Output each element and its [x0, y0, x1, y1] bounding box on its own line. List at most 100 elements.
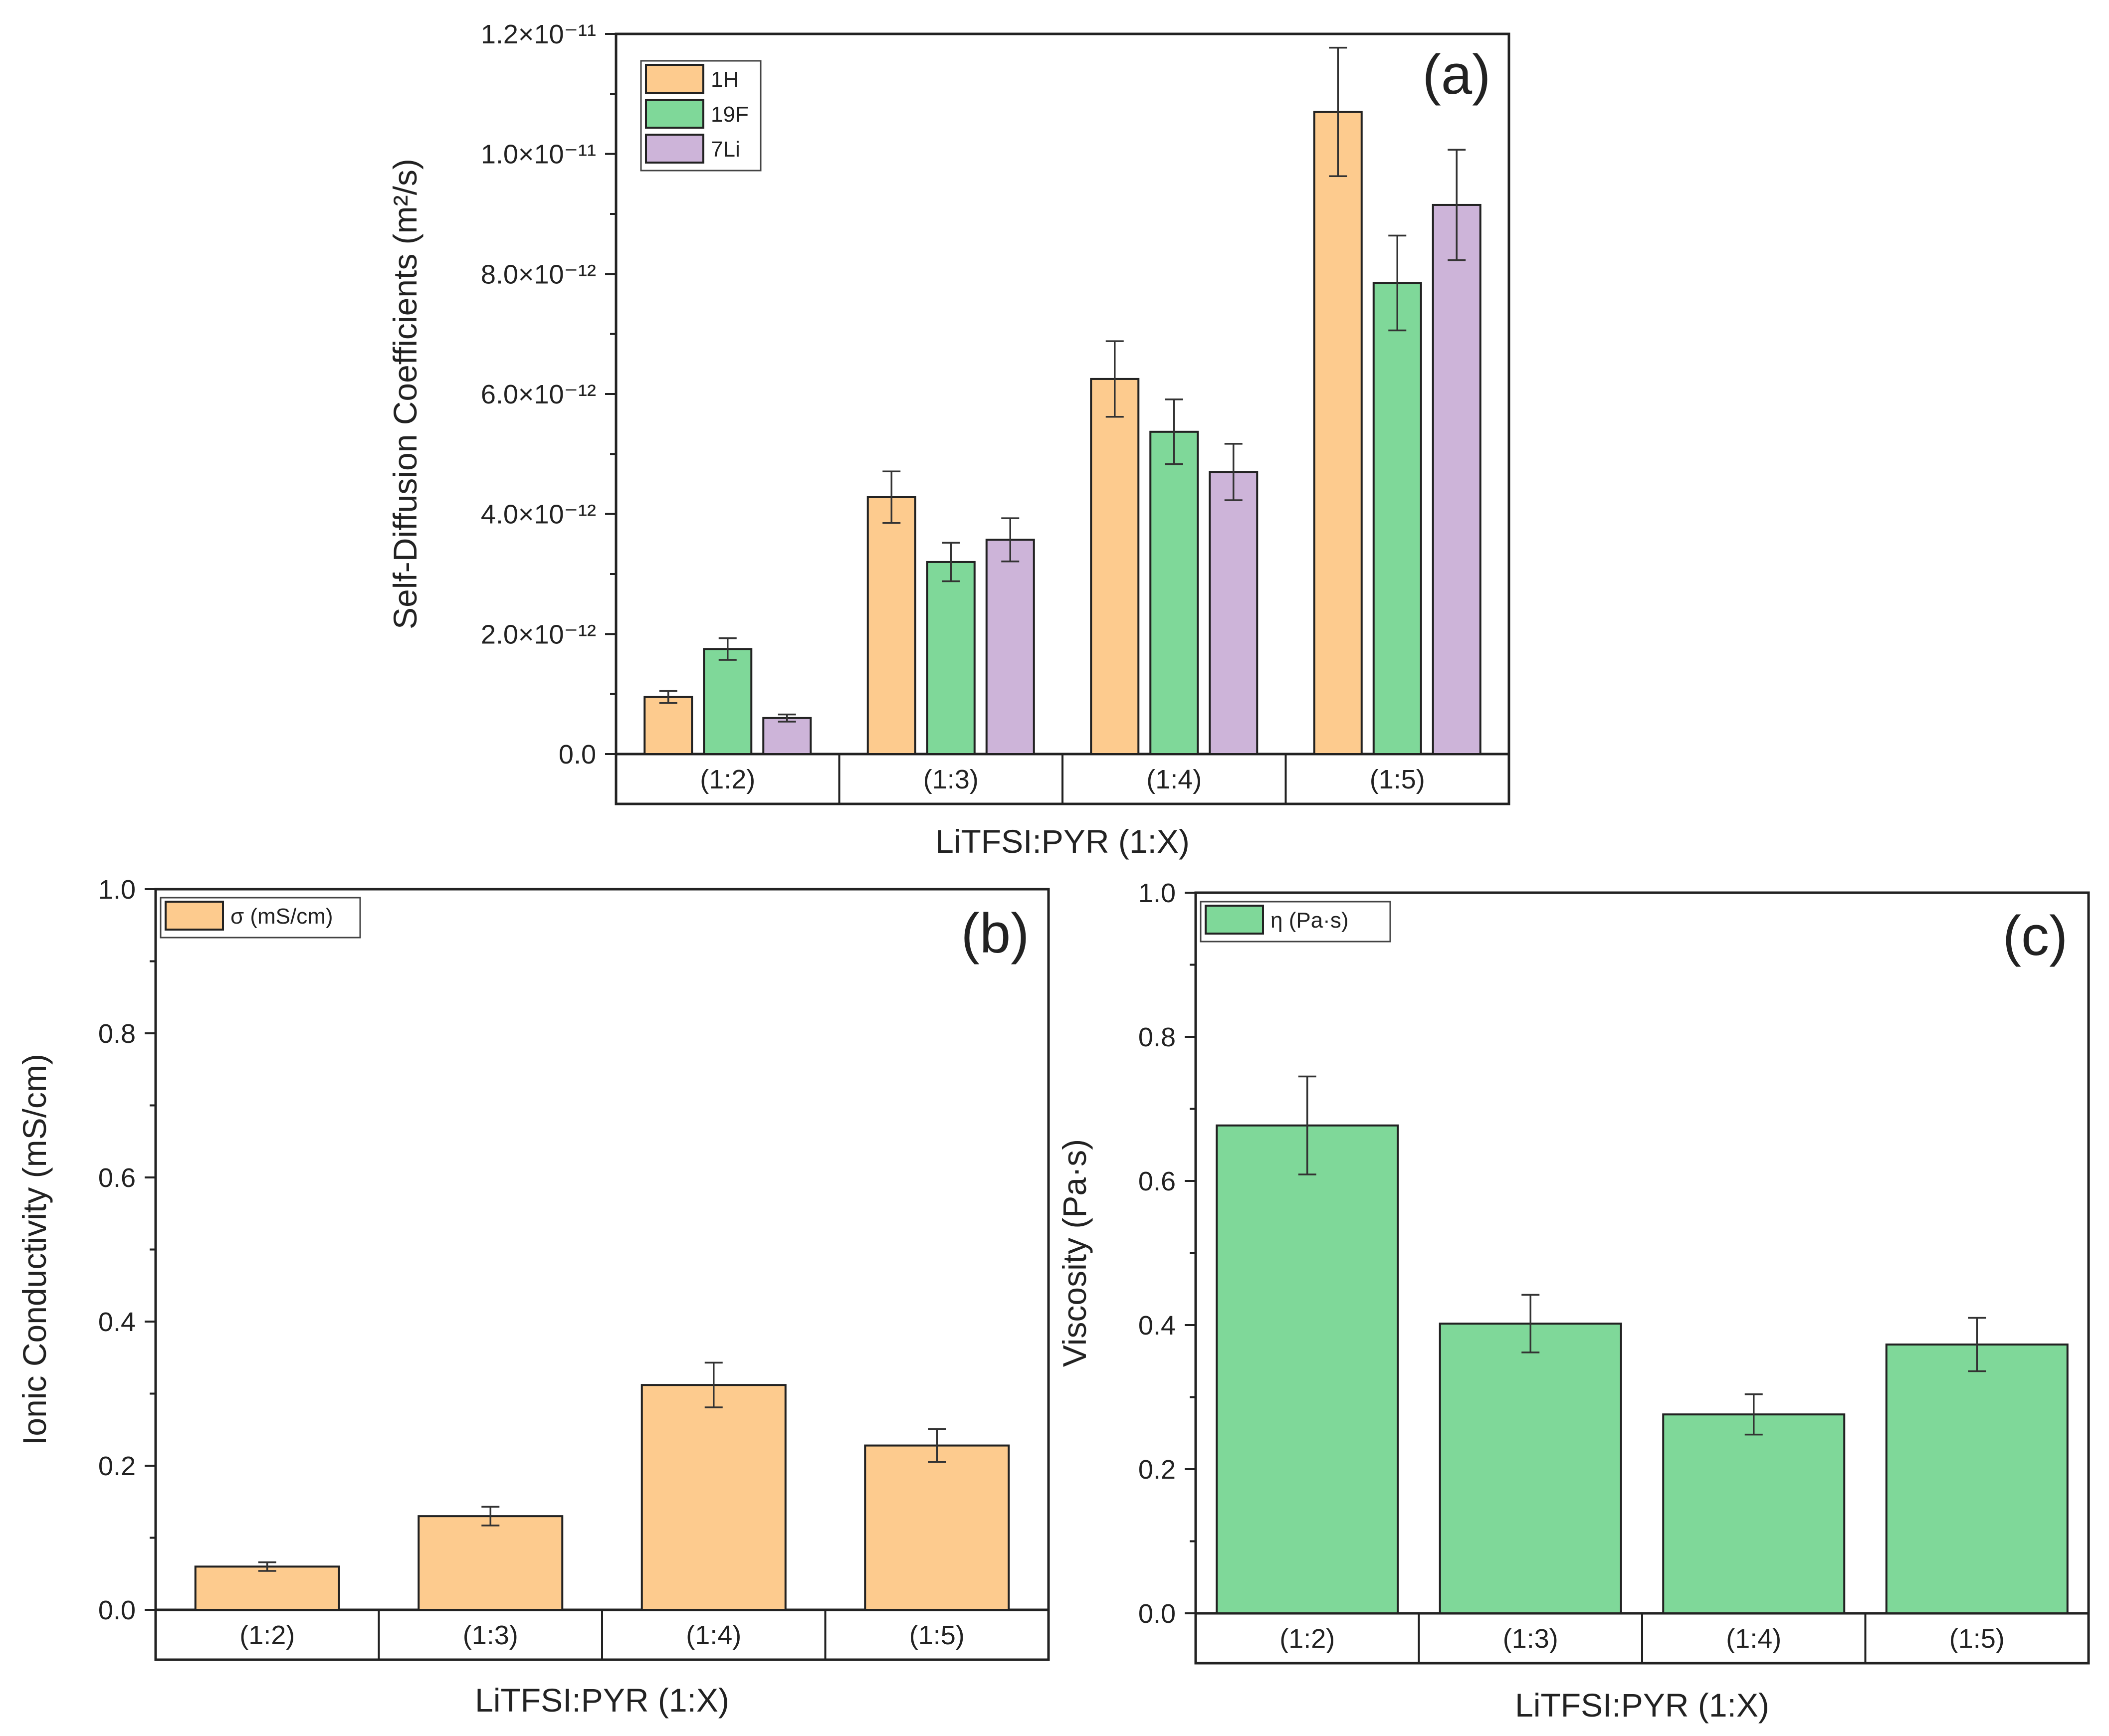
category-band: (1:2) (1:3) (1:4) (1:5)	[615, 753, 1510, 805]
bar	[1313, 111, 1363, 755]
legend-swatch	[1205, 905, 1264, 935]
y-tick-label: 0.4	[98, 1307, 136, 1337]
x-category-label: (1:2)	[700, 765, 755, 794]
x-category-label: (1:5)	[909, 1620, 965, 1650]
y-tick-label: 6.0×10⁻¹²	[481, 380, 596, 409]
error-bar	[1329, 46, 1347, 177]
y-tick-label: 1.0×10⁻¹¹	[481, 140, 596, 170]
x-category-label: (1:2)	[239, 1620, 295, 1650]
series--ms-cm-	[194, 1361, 1010, 1611]
x-axis-title: LiTFSI:PYR (1:X)	[475, 1682, 729, 1719]
error-bar	[1968, 1317, 1986, 1372]
legend-swatch	[165, 901, 224, 931]
bar	[1372, 282, 1422, 755]
error-bar	[659, 690, 677, 704]
bar	[640, 1384, 787, 1611]
legend-item: 7Li	[645, 134, 740, 164]
legend-swatch	[645, 64, 704, 94]
y-tick-label: 0.2	[1138, 1455, 1176, 1485]
bar	[1149, 430, 1199, 755]
legend: η (Pa·s)	[1200, 901, 1391, 943]
error-bar	[1224, 443, 1243, 501]
x-category-label: (1:5)	[1370, 765, 1425, 794]
bar	[926, 561, 976, 756]
bar	[418, 1515, 564, 1611]
y-axis-title: Self-Diffusion Coefficients (m²/s)	[387, 159, 423, 629]
category-band: (1:2) (1:3) (1:4) (1:5)	[154, 1608, 1050, 1661]
error-bar	[1165, 398, 1183, 465]
y-tick-label: 0.2	[98, 1451, 136, 1481]
y-tick-label: 1.0	[98, 875, 136, 905]
series--pa-s-	[1216, 1075, 2069, 1615]
y-tick-label: 2.0×10⁻¹²	[481, 619, 596, 649]
y-tick-label: 0.8	[1138, 1022, 1176, 1052]
error-bar	[778, 713, 796, 723]
y-tick-label: 8.0×10⁻¹²	[481, 259, 596, 289]
bar	[1216, 1124, 1399, 1615]
series-1h	[643, 46, 1363, 756]
panel-a: (1:2) (1:3) (1:4) (1:5) 0.0 2.0×10⁻¹² 4.0×10⁻¹…	[387, 19, 1510, 860]
panel-label: (a)	[1423, 43, 1491, 106]
legend: 1H 19F 7Li	[640, 60, 762, 172]
bar	[1885, 1344, 2069, 1614]
bar	[762, 717, 812, 756]
x-category-label: (1:5)	[1949, 1624, 2005, 1654]
x-category-label: (1:3)	[923, 765, 979, 794]
x-axis-title: LiTFSI:PYR (1:X)	[1515, 1687, 1769, 1724]
error-bar	[1298, 1075, 1316, 1175]
y-tick-label: 1.2×10⁻¹¹	[481, 19, 596, 49]
legend-label: 7Li	[711, 137, 740, 162]
legend-item: σ (mS/cm)	[165, 901, 333, 931]
error-bar	[1388, 234, 1407, 332]
series-7li	[762, 149, 1481, 756]
x-category-label: (1:3)	[1503, 1624, 1558, 1654]
y-axis: 0.0 0.2 0.4 0.6 0.8 1.0	[98, 875, 156, 1625]
error-bar	[1001, 517, 1020, 563]
panel-b: (1:2) (1:3) (1:4) (1:5) 0.0 0.2 0.4 0.6 0.8 1.0 Io…	[16, 875, 1050, 1719]
y-axis: 0.0 0.2 0.4 0.6 0.8 1.0	[1138, 878, 1196, 1629]
error-bar	[1744, 1393, 1763, 1436]
error-bar	[1105, 340, 1124, 418]
y-axis-title: Ionic Conductivity (mS/cm)	[16, 1054, 53, 1445]
panel-label: (b)	[961, 902, 1030, 964]
bar	[194, 1565, 340, 1611]
legend-label: 1H	[711, 67, 739, 92]
series-19f	[703, 234, 1422, 756]
bar	[703, 648, 753, 755]
bar	[864, 1444, 1010, 1611]
bar	[1209, 471, 1259, 755]
y-tick-label: 0.6	[98, 1163, 136, 1193]
x-category-label: (1:4)	[1726, 1624, 1781, 1654]
legend-label: η (Pa·s)	[1270, 908, 1348, 933]
legend-label: 19F	[711, 102, 749, 127]
error-bar	[258, 1561, 276, 1572]
y-tick-label: 0.6	[1138, 1166, 1176, 1196]
x-axis-title: LiTFSI:PYR (1:X)	[935, 823, 1190, 860]
bar	[1090, 378, 1140, 755]
legend-swatch	[645, 134, 704, 164]
y-tick-label: 0.0	[98, 1595, 136, 1625]
panel-c: (1:2) (1:3) (1:4) (1:5) 0.0 0.2 0.4 0.6 0.8 1.0 Vi…	[1056, 878, 2090, 1724]
error-bar	[1448, 149, 1466, 261]
bar	[1432, 203, 1481, 756]
y-tick-label: 1.0	[1138, 878, 1176, 908]
error-bar	[481, 1506, 500, 1527]
y-tick-label: 0.8	[98, 1019, 136, 1049]
error-bar	[942, 542, 960, 582]
bar	[985, 539, 1035, 756]
y-axis-title: Viscosity (Pa·s)	[1056, 1139, 1093, 1367]
y-axis: 0.0 2.0×10⁻¹² 4.0×10⁻¹² 6.0×10⁻¹² 8.0×10⁻¹² 1…	[481, 19, 616, 770]
legend: σ (mS/cm)	[160, 897, 361, 939]
bar	[1662, 1413, 1846, 1614]
bar	[643, 696, 693, 756]
x-category-label: (1:4)	[686, 1620, 741, 1650]
error-bar	[928, 1428, 946, 1463]
legend-item: η (Pa·s)	[1205, 905, 1348, 935]
error-bar	[882, 470, 901, 524]
x-category-label: (1:2)	[1279, 1624, 1335, 1654]
panel-label: (c)	[2003, 905, 2068, 967]
legend-swatch	[645, 99, 704, 129]
x-category-label: (1:4)	[1146, 765, 1202, 794]
error-bar	[704, 1361, 723, 1408]
